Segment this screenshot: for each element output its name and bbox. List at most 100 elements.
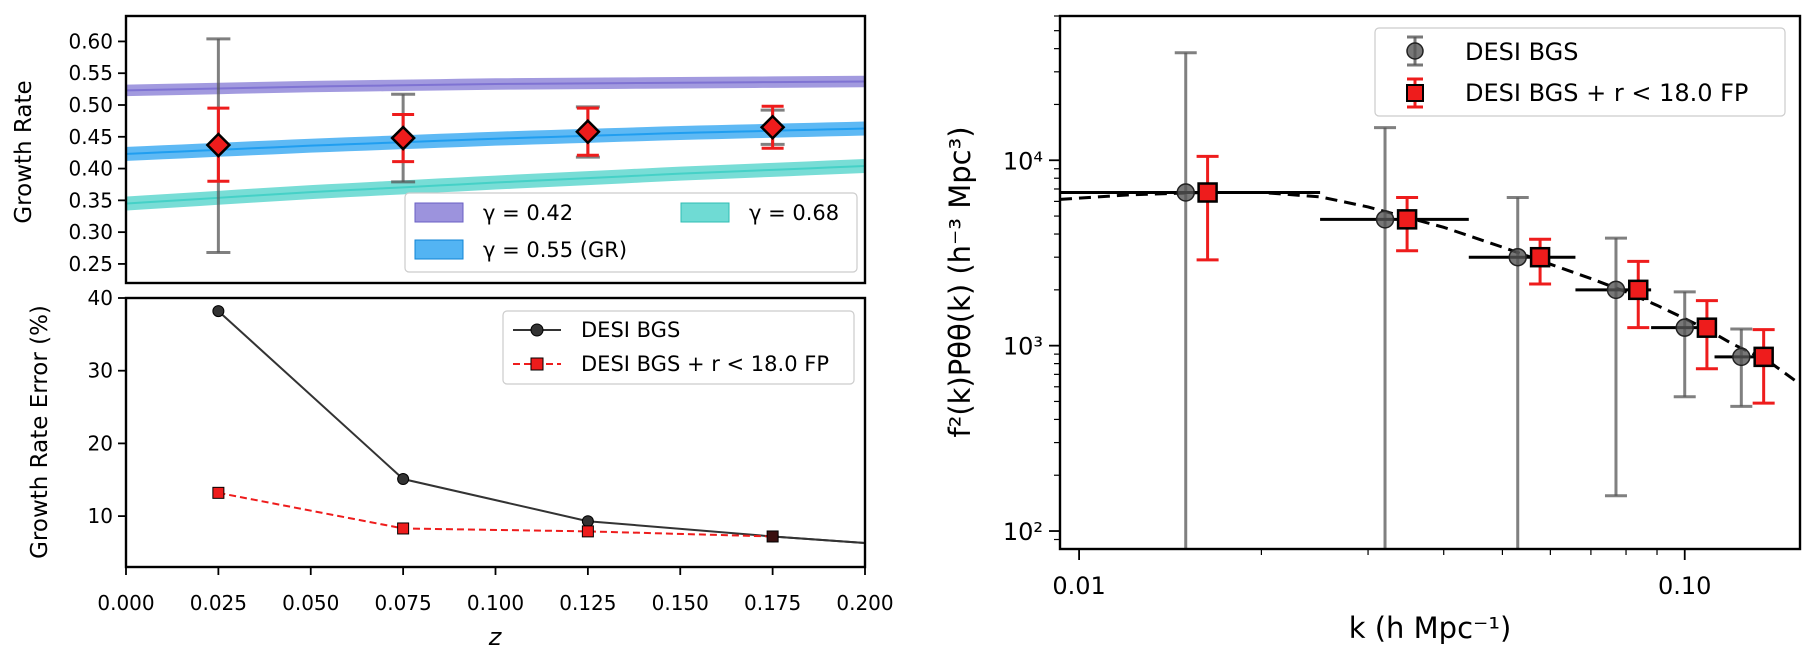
growth-error-panel: 0.000 0.025 0.050 0.075 0.100 0.125 0.150 0.175…: [27, 286, 894, 651]
gamma-legend-swatch-3: [680, 202, 730, 223]
power-spectrum-legend: DESI BGS DESI BGS + r < 18.0 FP: [1374, 27, 1786, 117]
growth-error-markers: [212, 305, 779, 543]
growth-error-marker-2-3: [581, 525, 594, 538]
gamma-band-3: [126, 159, 865, 211]
power-spectrum-legend-marker-1: [1406, 42, 1424, 60]
growth-error-ytick-label-1: 10: [88, 504, 113, 528]
power-spectrum-ylabel: f²(k)Pθθ(k) (h⁻³ Mpc³): [943, 126, 977, 437]
gamma-band-center-2: [125, 127, 866, 155]
growth-error-ytick-label-3: 30: [88, 359, 113, 383]
power-spectrum-plot-frame: [1058, 14, 1802, 551]
pk-point-1-6: [1732, 347, 1751, 367]
pk-xtick-label-1: 0.01: [1052, 572, 1105, 600]
growth-rate-point-1: [205, 132, 232, 158]
growth-rate-ytick-label-6: 0.50: [68, 93, 113, 117]
pk-point-1-2: [1375, 210, 1395, 229]
growth-error-marker-1-2: [397, 473, 410, 486]
growth-rate-ytick-label-8: 0.60: [68, 29, 113, 53]
growth-rate-ytick-label-1: 0.25: [68, 252, 113, 276]
growth-error-ytick-label-4: 40: [88, 286, 113, 310]
gamma-band-2: [126, 121, 865, 161]
power-spectrum-x-ticks: 0.01 0.10: [1052, 549, 1711, 600]
pk-point-2-5: [1696, 317, 1718, 338]
growth-error-xtick-label-4: 0.075: [374, 591, 431, 615]
growth-error-x-ticks: 0.000 0.025 0.050 0.075 0.100 0.125 0.150 0.175…: [97, 567, 894, 615]
gamma-legend-swatch-2: [414, 239, 464, 260]
power-spectrum-xlabel: k (h Mpc⁻¹): [1349, 611, 1512, 645]
growth-error-lines: [217, 310, 866, 545]
growth-error-xtick-label-3: 0.050: [282, 591, 339, 615]
growth-error-line-1: [217, 310, 773, 538]
growth-error-xtick-label-1: 0.000: [97, 591, 154, 615]
gamma-legend-label-2: γ = 0.55 (GR): [483, 238, 627, 262]
power-spectrum-y-ticks: 10² 10³ 10⁴: [1003, 15, 1060, 546]
growth-error-xtick-label-2: 0.025: [190, 591, 247, 615]
growth-error-y-ticks: 10 20 30 40: [88, 286, 126, 528]
growth-error-ylabel: Growth Rate Error (%): [27, 305, 53, 559]
growth-rate-y-ticks: 0.25 0.30 0.35 0.40 0.45 0.50 0.55 0.60: [68, 29, 126, 276]
growth-rate-points: [205, 114, 786, 158]
pk-ytick-label-2: 10³: [1003, 333, 1043, 361]
growth-rate-ytick-label-3: 0.35: [68, 188, 113, 212]
growth-error-legend-box: [502, 310, 855, 385]
pk-ytick-label-1: 10²: [1003, 518, 1043, 546]
gamma-legend: γ = 0.42 γ = 0.55 (GR) γ = 0.68: [404, 192, 858, 273]
growth-error-line-2: [218, 491, 773, 538]
pk-point-2-2: [1396, 209, 1418, 230]
growth-rate-ytick-label-2: 0.30: [68, 220, 113, 244]
pk-point-2-4: [1627, 279, 1649, 301]
power-spectrum-errorbars: [1060, 51, 1775, 549]
growth-rate-ylabel: Growth Rate: [11, 80, 37, 223]
power-spectrum-legend-label-1: DESI BGS: [1465, 38, 1578, 66]
growth-error-ytick-label-2: 20: [88, 431, 113, 455]
power-spectrum-legend-box: [1374, 27, 1786, 117]
gamma-legend-label-3: γ = 0.68: [749, 201, 839, 225]
gamma-legend-box: [404, 192, 858, 273]
pk-point-1-5: [1675, 318, 1694, 337]
power-spectrum-legend-label-2: DESI BGS + r < 18.0 FP: [1465, 79, 1748, 107]
growth-rate-ytick-label-5: 0.45: [68, 125, 113, 149]
growth-rate-point-2: [390, 125, 416, 151]
pk-point-1-1: [1176, 183, 1195, 202]
pk-point-2-3: [1529, 246, 1551, 268]
growth-rate-point-4: [759, 114, 786, 141]
growth-error-marker-2-1: [212, 486, 225, 499]
growth-error-xtick-label-9: 0.200: [836, 591, 893, 615]
pk-ytick-label-3: 10⁴: [1003, 147, 1043, 175]
growth-rate-plot-frame: [124, 14, 867, 285]
growth-rate-ytick-label-4: 0.40: [68, 157, 113, 181]
growth-error-legend: DESI BGS DESI BGS + r < 18.0 FP: [502, 310, 855, 385]
gamma-legend-swatch-1: [414, 202, 464, 223]
growth-rate-panel: 0.25 0.30 0.35 0.40 0.45 0.50 0.55 0.60 Growth …: [11, 14, 867, 285]
model-curve-line: [1059, 191, 1801, 386]
growth-error-legend-label-2: DESI BGS + r < 18.0 FP: [581, 352, 829, 376]
growth-rate-ytick-label-7: 0.55: [68, 61, 113, 85]
pk-point-2-1: [1197, 182, 1218, 203]
model-curve: [1059, 191, 1801, 386]
pk-xtick-label-2: 0.10: [1658, 572, 1711, 600]
gamma-legend-label-1: γ = 0.42: [483, 201, 573, 225]
growth-error-extension-2: [772, 535, 866, 545]
gamma-band-center-3: [125, 165, 866, 205]
growth-error-marker-1-1: [212, 305, 225, 318]
pk-point-2-6: [1753, 346, 1774, 368]
gamma-band-1: [126, 75, 865, 97]
power-spectrum-panel: 0.01 0.10 10² 10³ 10⁴ k (h Mpc⁻¹) f²(k)Pθθ(…: [943, 14, 1802, 645]
growth-error-xtick-label-8: 0.175: [744, 591, 801, 615]
growth-error-legend-marker-1: [530, 323, 544, 337]
power-spectrum-points: [1176, 182, 1774, 368]
growth-error-xtick-label-5: 0.100: [467, 591, 524, 615]
growth-error-legend-marker-2: [530, 357, 544, 371]
growth-error-marker-2-2: [397, 522, 410, 535]
growth-error-xtick-label-7: 0.150: [652, 591, 709, 615]
power-spectrum-legend-marker-2: [1406, 84, 1424, 102]
growth-rate-bands: [125, 75, 866, 211]
gamma-band-center-1: [125, 80, 866, 92]
growth-rate-point-3: [575, 118, 601, 145]
growth-error-marker-1-3: [581, 515, 594, 528]
growth-error-xtick-label-6: 0.125: [559, 591, 616, 615]
growth-error-marker-2-4: [766, 530, 779, 543]
growth-error-legend-label-1: DESI BGS: [581, 318, 680, 342]
pk-point-1-4: [1606, 280, 1626, 300]
